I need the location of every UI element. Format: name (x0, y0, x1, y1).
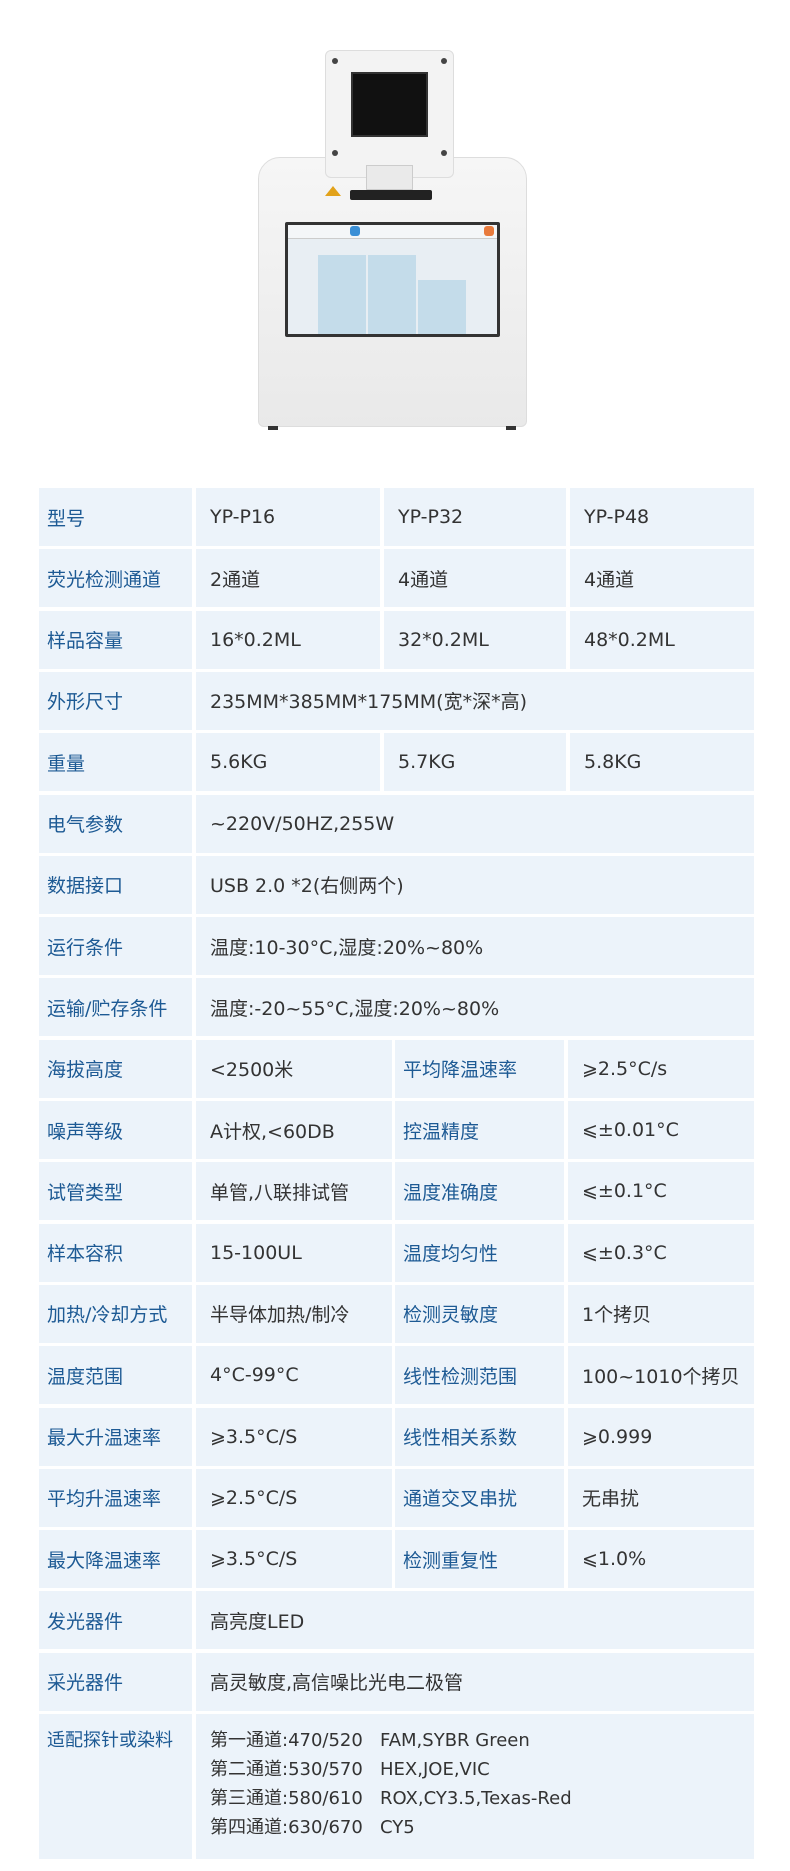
spec-value: ⩾2.5°C/s (568, 1039, 754, 1098)
spec-value: USB 2.0 *2(右侧两个) (196, 855, 754, 914)
touch-screen (285, 222, 500, 337)
warning-icon (325, 186, 341, 196)
spec-value: 235MM*385MM*175MM(宽*深*高) (196, 671, 754, 730)
spec-label: 最大降温速率 (39, 1530, 192, 1589)
spec-value: YP-P32 (384, 488, 566, 546)
spec-value: ⩾3.5°C/S (196, 1407, 392, 1466)
screw-icon (332, 150, 338, 156)
spec-value: 15-100UL (196, 1223, 392, 1282)
spec-value: 5.6KG (196, 733, 380, 792)
spec-label: 控温精度 (395, 1101, 564, 1159)
spec-value: 4通道 (384, 549, 566, 608)
foot (506, 426, 516, 430)
spec-label: 外形尺寸 (39, 671, 192, 730)
spec-value: 5.8KG (570, 733, 754, 792)
spec-value: <2500米 (196, 1039, 392, 1098)
spec-value: 100~1010个拷贝 (568, 1346, 754, 1405)
spec-value: 32*0.2ML (384, 610, 566, 669)
spec-label: 样本容积 (39, 1223, 192, 1282)
spec-label: 样品容量 (39, 610, 192, 669)
probe-channel-line: 第四通道:630/670 CY5 (210, 1817, 415, 1838)
spec-value: YP-P48 (570, 488, 754, 546)
spec-label: 平均升温速率 (39, 1468, 192, 1527)
screw-icon (441, 58, 447, 64)
spec-label: 通道交叉串扰 (395, 1468, 564, 1527)
spec-label: 数据接口 (39, 855, 192, 914)
spec-label: 电气参数 (39, 794, 192, 853)
spec-label: 温度均匀性 (395, 1223, 564, 1282)
spec-value: 2通道 (196, 549, 380, 608)
spec-value: ⩽±0.1°C (568, 1162, 754, 1221)
spec-value: 1个拷贝 (568, 1284, 754, 1343)
spec-label: 加热/冷却方式 (39, 1284, 192, 1343)
spec-label: 适配探针或染料 (39, 1714, 192, 1859)
spec-label: 运输/贮存条件 (39, 978, 192, 1037)
spec-label: 最大升温速率 (39, 1407, 192, 1466)
spec-label: 试管类型 (39, 1162, 192, 1221)
spec-value: 温度:-20~55°C,湿度:20%~80% (196, 978, 754, 1037)
spec-value: 半导体加热/制冷 (196, 1284, 392, 1343)
spec-value: 高灵敏度,高信噪比光电二极管 (196, 1652, 754, 1711)
spec-label: 线性检测范围 (395, 1346, 564, 1405)
spec-value: 无串扰 (568, 1468, 754, 1527)
probe-dye-list: 第一通道:470/520 FAM,SYBR Green 第二通道:530/570 … (196, 1714, 754, 1859)
spec-value: ⩾0.999 (568, 1407, 754, 1466)
spec-label: 温度准确度 (395, 1162, 564, 1221)
probe-channel-line: 第三通道:580/610 ROX,CY3.5,Texas-Red (210, 1788, 572, 1809)
lid-hinge (366, 165, 413, 190)
spec-value: ⩾2.5°C/S (196, 1468, 392, 1527)
spec-label: 噪声等级 (39, 1101, 192, 1159)
spec-value: 温度:10-30°C,湿度:20%~80% (196, 917, 754, 976)
spec-value: ⩽±0.3°C (568, 1223, 754, 1282)
spec-value: 16*0.2ML (196, 610, 380, 669)
spec-value: ⩾3.5°C/S (196, 1530, 392, 1589)
spec-label: 检测重复性 (395, 1530, 564, 1589)
spec-label: 采光器件 (39, 1652, 192, 1711)
spec-value: ~220V/50HZ,255W (196, 794, 754, 853)
screw-icon (441, 150, 447, 156)
spec-value: YP-P16 (196, 488, 380, 546)
spec-label: 型号 (39, 488, 192, 546)
spec-label: 海拔高度 (39, 1039, 192, 1098)
probe-channel-line: 第一通道:470/520 FAM,SYBR Green (210, 1730, 530, 1751)
probe-channel-line: 第二通道:530/570 HEX,JOE,VIC (210, 1759, 490, 1780)
spec-label: 荧光检测通道 (39, 549, 192, 608)
foot (268, 426, 278, 430)
spec-label: 重量 (39, 733, 192, 792)
spec-label: 线性相关系数 (395, 1407, 564, 1466)
spec-value: A计权,<60DB (196, 1101, 392, 1159)
spec-label: 温度范围 (39, 1346, 192, 1405)
spec-value: 4°C-99°C (196, 1346, 392, 1405)
sample-slot (350, 190, 432, 200)
spec-label: 发光器件 (39, 1591, 192, 1650)
spec-label: 运行条件 (39, 917, 192, 976)
spec-value: 5.7KG (384, 733, 566, 792)
spec-label: 检测灵敏度 (395, 1284, 564, 1343)
spec-value: 高亮度LED (196, 1591, 754, 1650)
screw-icon (332, 58, 338, 64)
lid-window (351, 72, 428, 137)
spec-value: ⩽1.0% (568, 1530, 754, 1589)
spec-value: 4通道 (570, 549, 754, 608)
spec-label: 平均降温速率 (395, 1039, 564, 1098)
spec-value: 单管,八联排试管 (196, 1162, 392, 1221)
spec-value: ⩽±0.01°C (568, 1101, 754, 1159)
spec-value: 48*0.2ML (570, 610, 754, 669)
